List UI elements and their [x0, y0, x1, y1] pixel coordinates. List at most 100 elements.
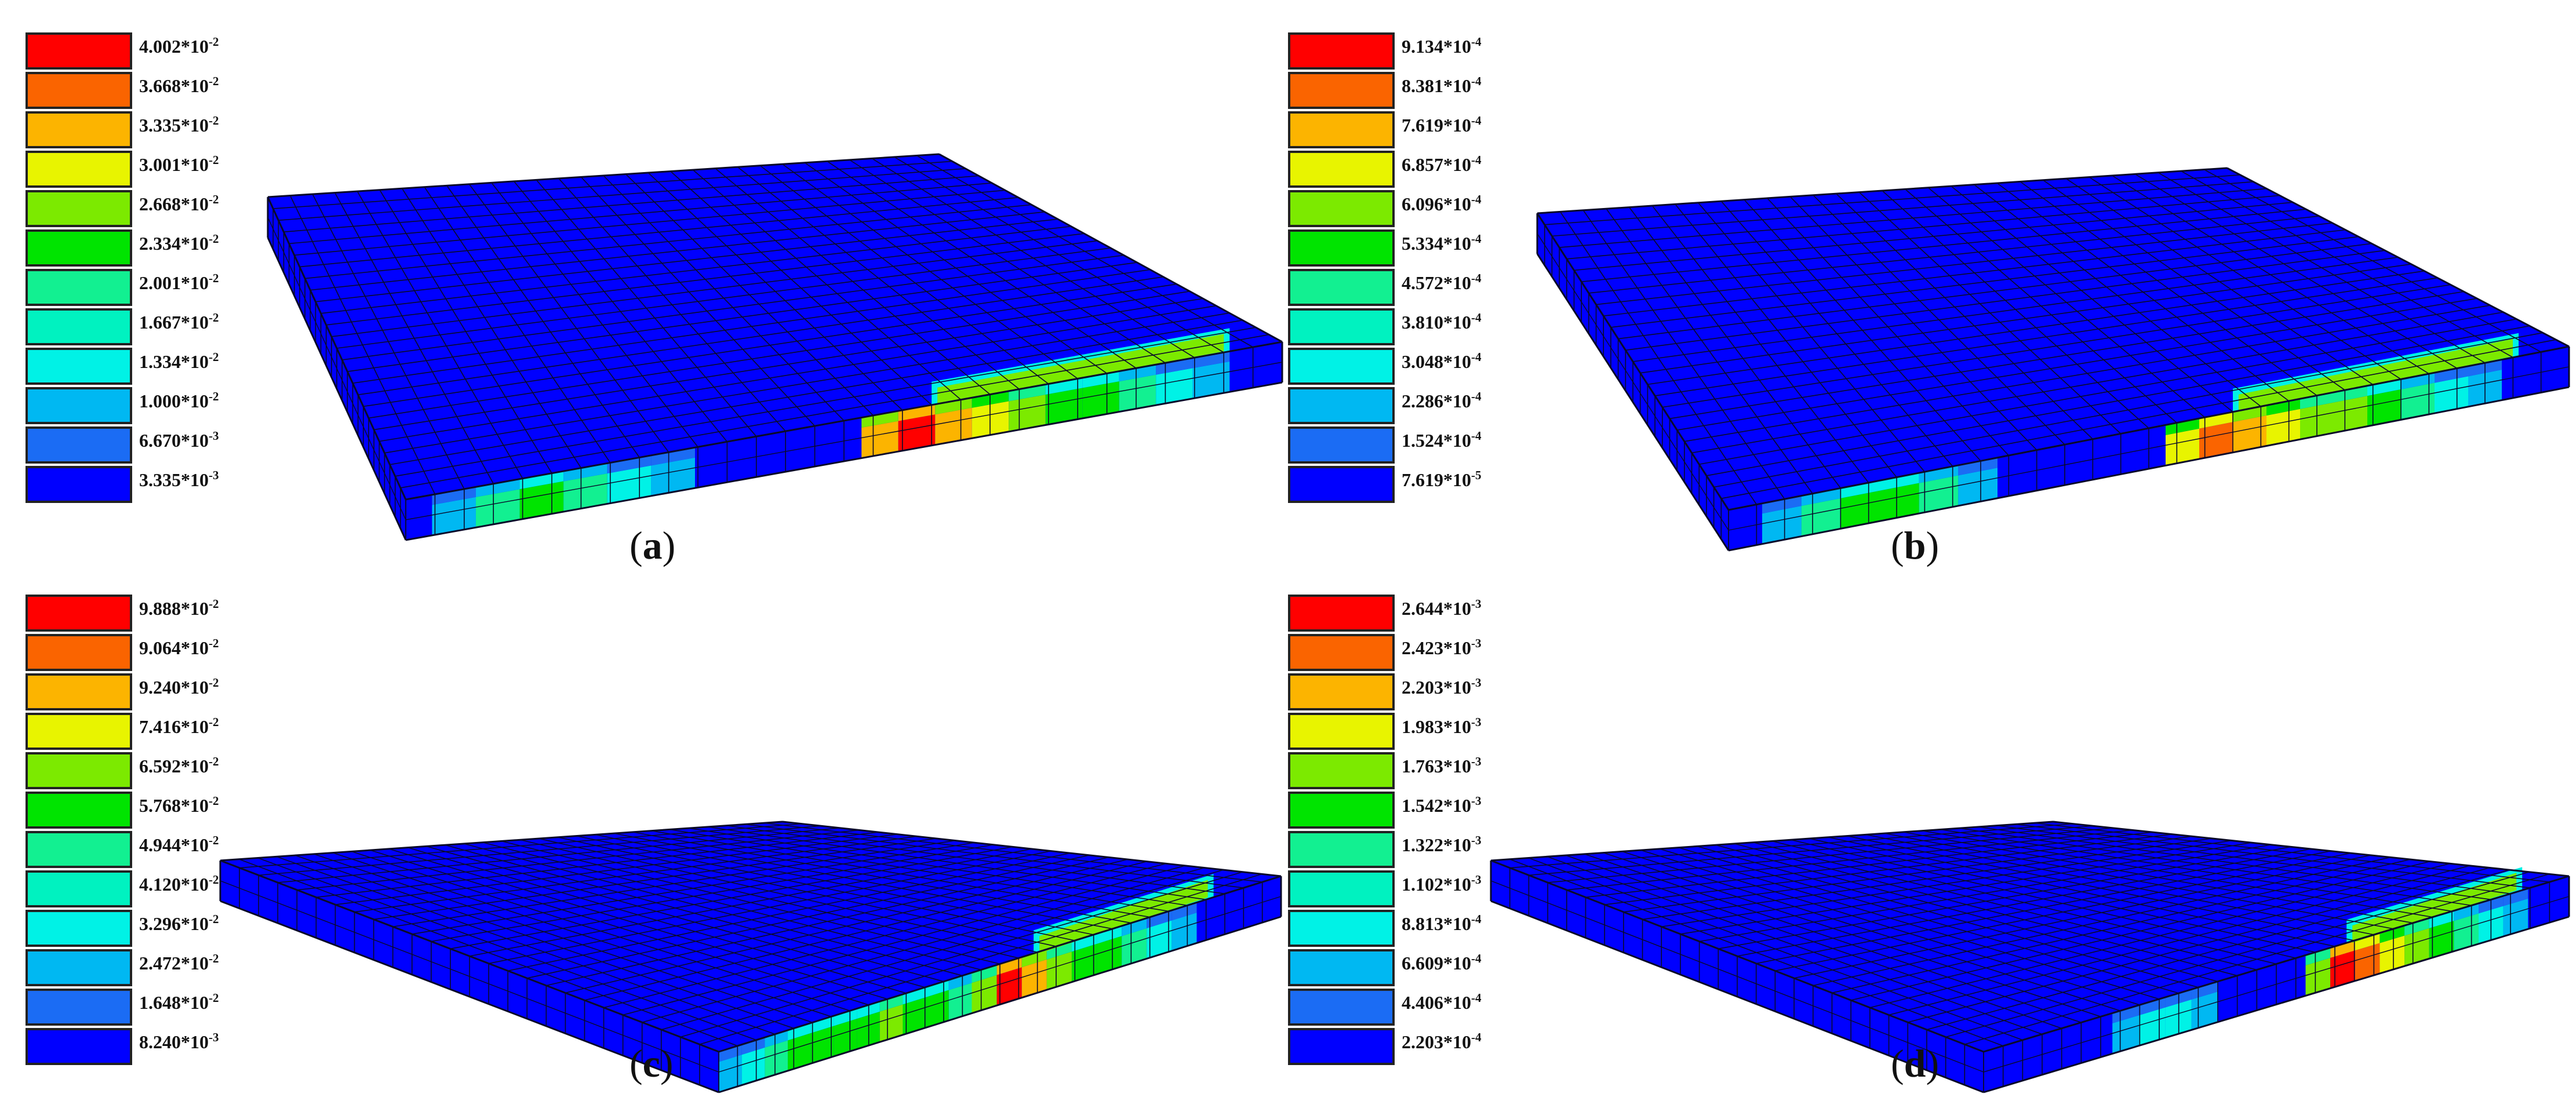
mesh-line — [1623, 836, 2192, 913]
mesh-line — [220, 900, 719, 1093]
mesh-line — [1559, 188, 2267, 248]
mesh-face — [432, 497, 476, 535]
mesh-line — [1706, 325, 2530, 476]
mesh-face — [2401, 382, 2435, 420]
legend-tick-label: 5.334*10-4 — [1402, 232, 1482, 254]
mesh-face — [1021, 949, 1047, 968]
mesh-face — [1840, 480, 1880, 498]
legend-swatch — [1288, 595, 1395, 632]
mesh-line — [1490, 880, 1984, 1073]
legend-swatch — [1288, 32, 1395, 70]
mesh-face — [432, 487, 476, 505]
mesh-face — [2435, 376, 2468, 414]
mesh-line — [321, 225, 1071, 314]
legend-tick-label: 2.423*10-3 — [1402, 636, 1482, 659]
legend-tick-label: 5.768*10-2 — [139, 794, 219, 816]
mesh-line — [603, 863, 1166, 1008]
mesh-face — [519, 481, 564, 520]
mesh-line — [267, 217, 406, 520]
mesh-face — [2334, 396, 2367, 433]
mesh-face — [1762, 495, 1802, 514]
mesh-line — [1661, 840, 2232, 928]
mesh-line — [782, 821, 1282, 877]
mesh-line — [283, 175, 979, 233]
mesh-face — [935, 407, 972, 445]
mesh-face — [765, 1040, 788, 1078]
legend-tick-label: 1.667*10-2 — [139, 311, 219, 333]
mesh-line — [278, 168, 966, 221]
mesh-face — [972, 965, 997, 983]
mesh-line — [294, 189, 1005, 256]
mesh-line — [316, 832, 879, 898]
mesh-face — [563, 463, 607, 482]
legend-tick-label: 2.334*10-2 — [139, 232, 219, 254]
mesh-line — [1945, 871, 2530, 1038]
mesh-line — [1536, 213, 1730, 511]
mesh-line — [1490, 821, 2054, 862]
mesh-face — [2330, 940, 2355, 958]
legend-tick-label: 6.096*10-4 — [1402, 192, 1482, 215]
legend-swatch — [26, 72, 132, 109]
mesh-line — [1721, 339, 2556, 500]
mesh-line — [289, 183, 992, 245]
mesh-line — [1756, 850, 2331, 964]
mesh-face — [2404, 928, 2429, 967]
mesh-face — [2233, 405, 2266, 422]
mesh-line — [373, 298, 1203, 431]
legend-swatch — [1288, 989, 1395, 1026]
mesh-line — [331, 240, 1098, 337]
legend-swatch — [1288, 348, 1395, 385]
legend-tick-label: 4.406*10-4 — [1402, 991, 1482, 1013]
mesh-face — [2166, 428, 2199, 466]
mesh-face — [1097, 925, 1122, 944]
mesh-face — [834, 1019, 857, 1057]
mesh-face — [2199, 411, 2233, 429]
mesh-line — [1691, 311, 2504, 454]
mesh-line — [297, 829, 860, 891]
legend-swatch — [26, 831, 132, 868]
mesh-line — [1625, 250, 2385, 351]
legend-tick-label: 4.002*10-2 — [139, 35, 219, 57]
mesh-line — [1737, 848, 2312, 957]
mesh-line — [373, 838, 936, 920]
slab-mesh-d — [1490, 821, 2570, 1093]
mesh-face — [1762, 506, 1802, 544]
mesh-face — [2367, 379, 2401, 396]
mesh-line — [1718, 846, 2291, 950]
mesh-face — [1801, 498, 1841, 537]
mesh-face — [2199, 422, 2233, 460]
mesh-line — [680, 872, 1243, 1038]
mesh-face — [1046, 941, 1072, 960]
figure-panel-a: 4.002*10-2 3.668*10-2 3.335*10-2 3.001*10-2… — [0, 0, 1288, 567]
legend-tick-label: 9.888*10-2 — [139, 597, 219, 619]
legend-swatch — [26, 111, 132, 148]
mesh-line — [584, 861, 1147, 1001]
mesh-line — [1544, 174, 2240, 225]
legend-swatch — [26, 989, 132, 1026]
legend-swatch — [26, 713, 132, 750]
legend-tick-label: 3.335*10-3 — [139, 468, 219, 491]
mesh-line — [1490, 900, 1984, 1093]
mesh-line — [315, 218, 1058, 302]
mesh-line — [1869, 863, 2450, 1008]
mesh-face — [834, 1008, 857, 1026]
mesh-line — [1669, 291, 2464, 420]
legend-tick-label: 9.064*10-2 — [139, 636, 219, 659]
mesh-line — [267, 153, 940, 198]
mesh-face — [2454, 903, 2479, 921]
legend-tick-label: 9.240*10-2 — [139, 676, 219, 698]
mesh-line — [347, 262, 1137, 372]
mesh-line — [1793, 855, 2371, 979]
mesh-face — [1119, 374, 1156, 412]
legend-swatch — [26, 348, 132, 385]
mesh-line — [335, 833, 898, 905]
mesh-line — [2053, 821, 2570, 877]
mesh-line — [405, 341, 1283, 501]
mesh-line — [267, 237, 407, 541]
mesh-face — [741, 1047, 765, 1085]
mesh-face — [2454, 913, 2479, 951]
mesh-face — [2429, 921, 2454, 959]
legend-swatch — [1288, 308, 1395, 345]
mesh-line — [1509, 823, 2073, 869]
mesh-line — [527, 855, 1090, 979]
